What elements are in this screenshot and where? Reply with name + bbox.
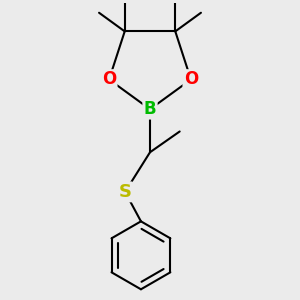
- Text: S: S: [118, 183, 132, 201]
- Text: O: O: [184, 70, 198, 88]
- Text: B: B: [144, 100, 156, 118]
- Text: O: O: [102, 70, 116, 88]
